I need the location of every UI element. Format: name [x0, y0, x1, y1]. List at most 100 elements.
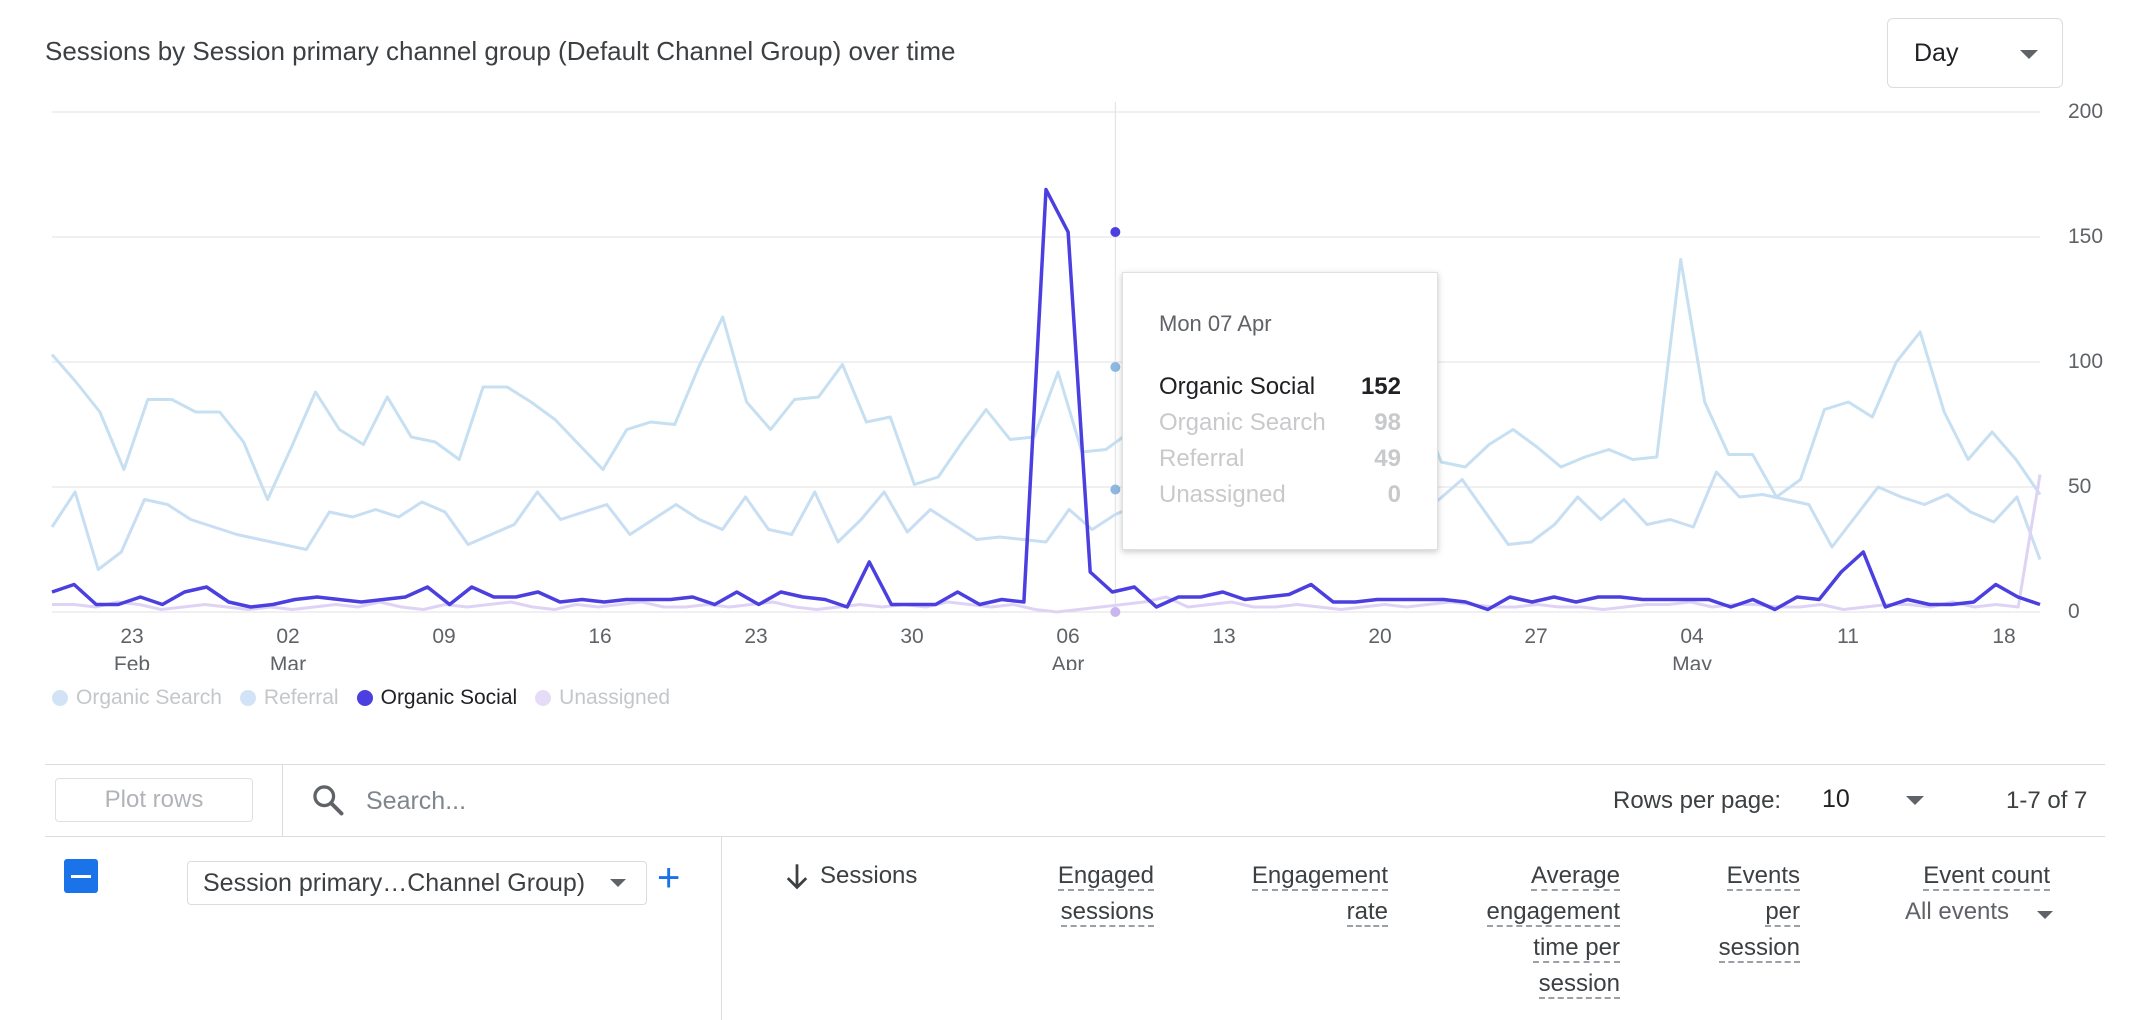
divider [45, 764, 2105, 765]
legend-item-organic-search[interactable]: Organic Search [52, 686, 222, 710]
x-tick-month-label: Feb [114, 653, 150, 670]
add-dimension-button[interactable]: + [657, 856, 681, 900]
x-tick-label: 06 [1056, 625, 1079, 648]
column-header-event-count[interactable]: Event count [1880, 858, 2050, 894]
chevron-down-icon[interactable] [2037, 911, 2053, 919]
column-header-label: session [1718, 934, 1800, 963]
column-header-label: session [1538, 970, 1620, 999]
legend-label: Unassigned [559, 686, 671, 709]
tooltip-series-name: Unassigned [1159, 481, 1286, 508]
x-tick-label: 02 [276, 625, 299, 648]
chevron-down-icon [2020, 50, 2038, 59]
chevron-down-icon[interactable] [1906, 796, 1924, 805]
column-header-label: Engagement [1251, 862, 1388, 891]
y-tick-label: 0 [2068, 600, 2080, 623]
rows-per-page-select[interactable]: 10 [1822, 785, 1850, 813]
x-tick-label: 27 [1524, 625, 1547, 648]
column-header-sessions[interactable]: Sessions [820, 858, 917, 894]
column-header-avg-engagement-time[interactable]: Average engagement time per session [1440, 858, 1620, 1002]
legend-dot-icon [356, 690, 373, 706]
column-header-label: sessions [1060, 898, 1154, 927]
sessions-line-chart[interactable]: 200 150 100 50 0 23 Feb 02 Mar 09 16 23 30 06 Apr 13 20 2… [0, 100, 2144, 670]
x-tick-label: 16 [588, 625, 611, 648]
pagination-info: 1-7 of 7 [2006, 787, 2088, 814]
x-tick-label: 23 [120, 625, 143, 648]
x-tick-label: 30 [900, 625, 923, 648]
series-line-organic-search [50, 258, 2042, 501]
x-tick-label: 11 [1837, 625, 1859, 648]
y-tick-label: 200 [2068, 100, 2103, 123]
x-tick-label: 18 [1992, 625, 2015, 648]
column-header-label: rate [1346, 898, 1388, 927]
x-tick-label: 13 [1212, 625, 1235, 648]
column-header-label: per [1765, 898, 1800, 927]
hover-point [1110, 607, 1121, 617]
table-search-input[interactable] [364, 782, 968, 820]
divider [282, 764, 283, 836]
column-header-engaged-sessions[interactable]: Engaged sessions [1020, 858, 1154, 930]
series-line-referral [50, 470, 2042, 571]
column-header-engagement-rate[interactable]: Engagement rate [1220, 858, 1388, 930]
tooltip-series-name: Organic Social [1159, 373, 1316, 400]
x-tick-month-label: Apr [1052, 653, 1085, 670]
hover-tooltip: Mon 07 Apr Organic Social 152 Organic Se… [1122, 272, 1438, 550]
divider [721, 836, 722, 1020]
x-tick-month-label: Mar [270, 653, 306, 670]
tooltip-series-value: 49 [1374, 445, 1401, 472]
x-tick-label: 20 [1368, 625, 1391, 648]
x-tick-label: 09 [432, 625, 455, 648]
rows-per-page-label: Rows per page: [1613, 787, 1782, 814]
tooltip-series-value: 152 [1360, 373, 1401, 400]
tooltip-series-name: Referral [1159, 445, 1245, 472]
column-header-label: engagement [1486, 898, 1620, 927]
series-line-organic-social [51, 187, 2041, 612]
series-line-unassigned [52, 474, 2042, 614]
tooltip-date: Mon 07 Apr [1159, 311, 1272, 336]
x-tick-label: 23 [744, 625, 767, 648]
event-filter-select[interactable]: All events [1905, 898, 2010, 925]
chevron-down-icon [610, 879, 626, 887]
dimension-select-value: Session primary…Channel Group) [203, 868, 586, 897]
plot-rows-button[interactable]: Plot rows [55, 778, 253, 822]
tooltip-row: Unassigned 0 [1159, 481, 1401, 511]
sort-descending-icon[interactable] [783, 862, 811, 892]
y-tick-label: 100 [2068, 350, 2103, 373]
column-header-label: Engaged [1057, 862, 1154, 891]
divider [45, 836, 2105, 837]
column-header-label: Events [1726, 862, 1800, 891]
select-all-checkbox[interactable] [64, 859, 98, 893]
hover-point [1110, 362, 1121, 372]
hover-point [1110, 227, 1121, 237]
column-header-label: time per [1533, 934, 1620, 963]
legend-item-referral[interactable]: Referral [239, 686, 339, 710]
column-header-label: Event count [1923, 862, 2050, 891]
legend-dot-icon [52, 690, 68, 706]
tooltip-series-value: 0 [1387, 481, 1401, 508]
tooltip-series-name: Organic Search [1159, 409, 1326, 436]
legend-item-organic-social[interactable]: Organic Social [356, 686, 518, 710]
x-tick-month-label: May [1672, 653, 1712, 670]
legend-label: Organic Social [380, 686, 518, 709]
search-icon [313, 785, 344, 816]
legend-dot-icon [239, 690, 256, 706]
tooltip-row: Organic Social 152 [1159, 373, 1401, 403]
legend-label: Organic Search [76, 686, 222, 709]
hover-point [1110, 484, 1121, 495]
tooltip-row: Organic Search 98 [1159, 409, 1401, 439]
y-tick-label: 150 [2068, 225, 2103, 248]
granularity-value: Day [1914, 38, 1959, 67]
tooltip-series-value: 98 [1374, 409, 1401, 436]
legend-item-unassigned[interactable]: Unassigned [535, 686, 670, 710]
minus-icon [71, 875, 91, 878]
column-header-label: Average [1531, 862, 1620, 891]
chart-title: Sessions by Session primary channel grou… [45, 36, 956, 66]
granularity-select[interactable]: Day [1887, 18, 2063, 88]
chart-legend: Organic Search Referral Organic Social U… [52, 686, 670, 710]
dimension-select[interactable]: Session primary…Channel Group) [187, 861, 647, 905]
tooltip-row: Referral 49 [1159, 445, 1401, 475]
x-tick-label: 04 [1680, 625, 1704, 648]
legend-dot-icon [535, 690, 552, 706]
column-header-label: Sessions [820, 862, 918, 889]
column-header-events-per-session[interactable]: Events per session [1660, 858, 1800, 966]
y-tick-label: 50 [2068, 475, 2091, 498]
